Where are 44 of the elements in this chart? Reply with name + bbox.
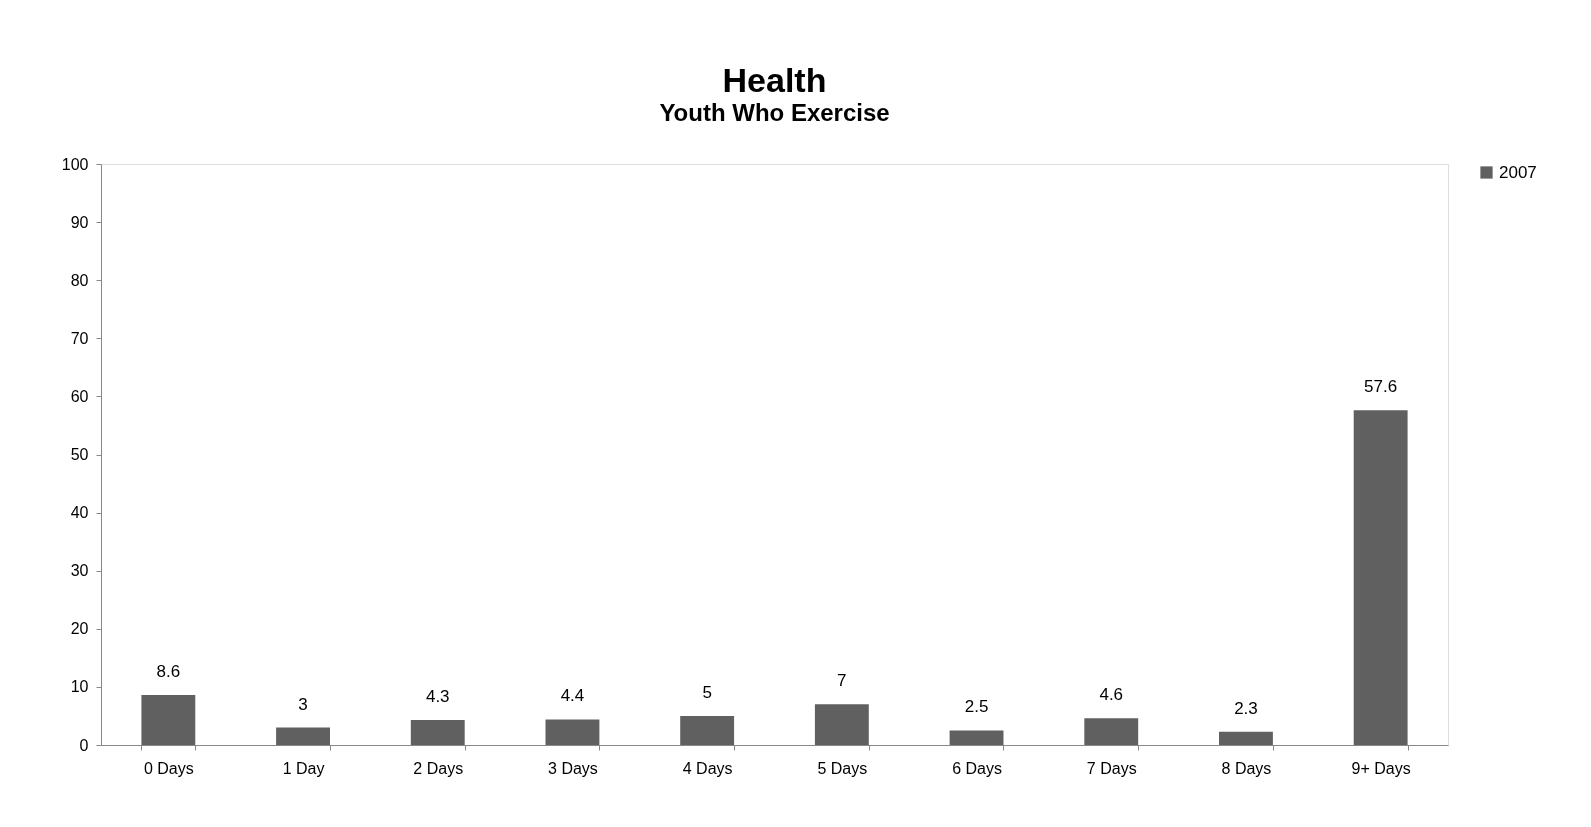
data-label: 3 <box>298 694 308 714</box>
bar <box>141 695 196 745</box>
x-tick-label: 2 Days <box>413 759 464 777</box>
y-tick-label: 60 <box>70 387 89 405</box>
x-tick-label: 6 Days <box>952 759 1002 777</box>
data-label: 2.3 <box>1234 698 1258 718</box>
bar <box>1353 410 1408 745</box>
y-tick-label: 50 <box>70 446 89 463</box>
x-tick-label: 9+ Days <box>1351 759 1411 777</box>
data-label: 7 <box>837 671 847 691</box>
x-tick-label: 8 Days <box>1221 759 1272 777</box>
legend-label: 2007 <box>1499 162 1537 182</box>
y-tick-label: 30 <box>70 562 89 580</box>
data-label: 8.6 <box>156 662 181 682</box>
bar <box>1219 731 1273 745</box>
x-tick-label: 4 Days <box>682 759 733 777</box>
bar <box>410 720 465 745</box>
x-tick-label: 7 Days <box>1086 759 1137 777</box>
y-tick-label: 10 <box>70 678 89 696</box>
bar <box>814 704 869 745</box>
bar <box>545 719 600 745</box>
x-tick-label: 5 Days <box>817 759 868 777</box>
x-tick-label: 3 Days <box>548 759 598 777</box>
y-tick-label: 0 <box>79 736 89 754</box>
chart-title: Health <box>722 61 827 99</box>
data-label: 4.4 <box>560 686 585 706</box>
y-tick-label: 100 <box>61 155 89 173</box>
y-tick-label: 70 <box>70 329 89 347</box>
y-tick-label: 20 <box>70 620 89 638</box>
y-tick-label: 40 <box>70 504 89 522</box>
data-label: 57.6 <box>1364 377 1398 397</box>
bar <box>1084 718 1139 745</box>
chart-subtitle: Youth Who Exercise <box>659 99 890 126</box>
bar <box>680 715 735 745</box>
data-label: 4.3 <box>425 687 450 707</box>
bar <box>949 730 1004 745</box>
data-label: 4.6 <box>1099 685 1124 705</box>
bar <box>276 727 330 745</box>
data-label: 2.5 <box>964 697 989 717</box>
data-label: 5 <box>702 682 712 702</box>
x-tick-label: 0 Days <box>143 759 194 777</box>
y-tick-label: 80 <box>70 271 89 289</box>
y-tick-label: 90 <box>70 213 89 231</box>
x-tick-label: 1 Day <box>282 759 325 777</box>
